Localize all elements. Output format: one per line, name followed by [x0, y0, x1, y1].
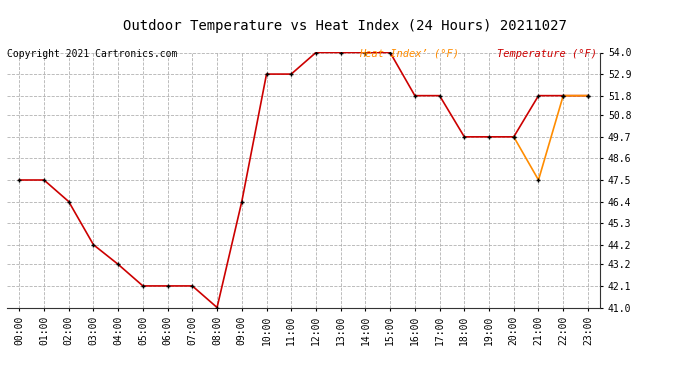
Point: [459, 134, 470, 140]
Point: [434, 93, 445, 99]
Point: [484, 134, 495, 140]
Text: Outdoor Temperature vs Heat Index (24 Hours) 20211027: Outdoor Temperature vs Heat Index (24 Ho…: [123, 19, 567, 33]
Point: [509, 134, 520, 140]
Point: [558, 93, 569, 99]
Point: [310, 50, 322, 55]
Point: [112, 261, 124, 267]
Point: [236, 199, 247, 205]
Point: [558, 93, 569, 99]
Point: [286, 71, 297, 77]
Point: [509, 134, 520, 140]
Point: [261, 71, 272, 77]
Point: [384, 50, 395, 55]
Point: [533, 93, 544, 99]
Point: [14, 177, 25, 183]
Point: [63, 199, 75, 205]
Point: [88, 242, 99, 248]
Point: [409, 93, 420, 99]
Point: [360, 50, 371, 55]
Point: [137, 283, 148, 289]
Point: [582, 93, 593, 99]
Point: [162, 283, 173, 289]
Point: [187, 283, 198, 289]
Text: Copyright 2021 Cartronics.com: Copyright 2021 Cartronics.com: [7, 49, 177, 59]
Point: [39, 177, 50, 183]
Point: [582, 93, 593, 99]
Point: [533, 177, 544, 183]
Point: [212, 304, 223, 310]
Text: Temperature (°F): Temperature (°F): [497, 49, 597, 59]
Point: [335, 50, 346, 55]
Text: Heat Index’ (°F): Heat Index’ (°F): [359, 49, 459, 59]
